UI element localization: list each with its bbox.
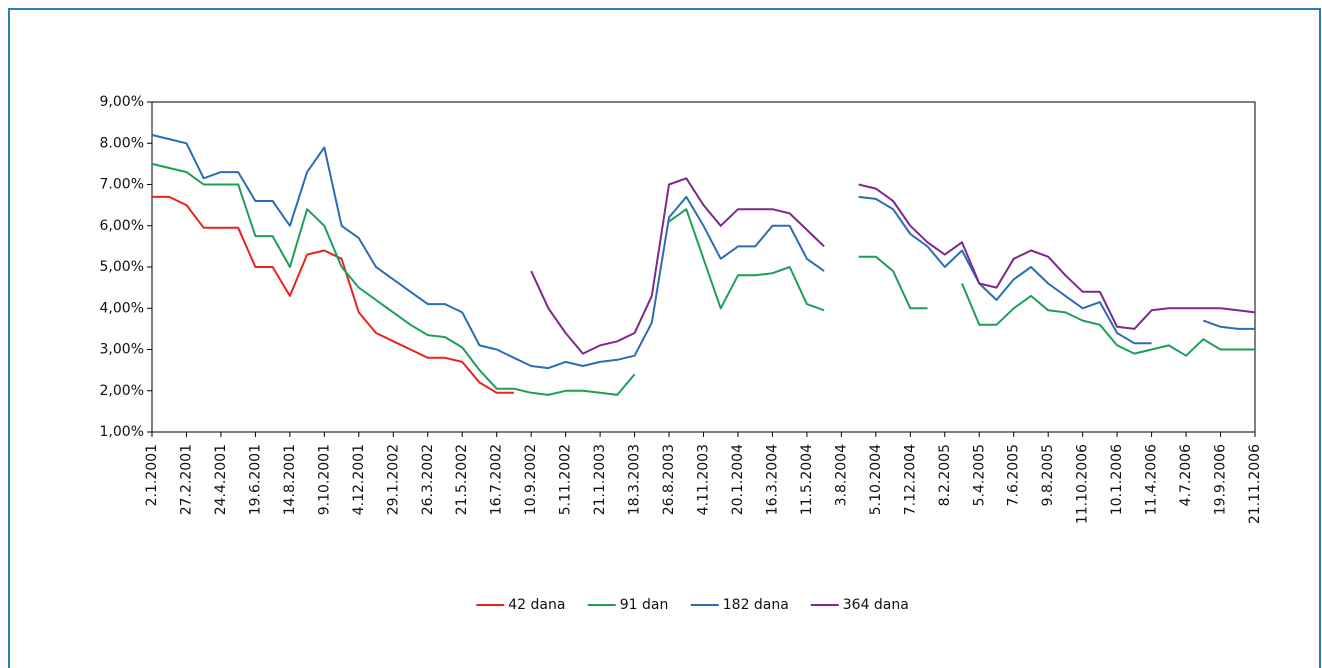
x-tick-label: 20.1.2004 [730, 444, 746, 515]
x-tick-label: 11.10.2006 [1075, 444, 1091, 524]
x-tick-label: 3.8.2004 [833, 444, 849, 506]
x-tick-label: 7.6.2005 [1006, 444, 1022, 506]
x-tick-label: 21.5.2002 [454, 444, 470, 515]
x-tick-label: 4.12.2001 [351, 444, 367, 515]
y-tick-label: 1,00% [100, 424, 144, 440]
x-tick-label: 21.1.2003 [592, 444, 608, 515]
x-tick-label: 4.11.2003 [696, 444, 712, 515]
x-tick-label: 19.6.2001 [247, 444, 263, 515]
x-tick-label: 9.10.2001 [316, 444, 332, 515]
x-tick-label: 29.1.2002 [385, 444, 401, 515]
y-tick-label: 9,00% [100, 94, 144, 110]
x-tick-label: 26.3.2002 [420, 444, 436, 515]
x-tick-label: 21.11.2006 [1247, 444, 1263, 524]
x-tick-label: 27.2.2001 [178, 444, 194, 515]
x-tick-label: 16.3.2004 [764, 444, 780, 515]
y-tick-label: 8.00% [100, 135, 144, 151]
x-tick-label: 10.9.2002 [523, 444, 539, 515]
y-tick-label: 3,00% [100, 342, 144, 358]
x-tick-label: 4.7.2006 [1178, 444, 1194, 506]
x-tick-label: 9.8.2005 [1040, 444, 1056, 506]
legend-label: 364 dana [843, 597, 909, 613]
frame [8, 8, 1321, 668]
y-tick-label: 4,00% [100, 300, 144, 316]
x-tick-label: 11.4.2006 [1144, 444, 1160, 515]
x-tick-label: 5.4.2005 [971, 444, 987, 506]
x-tick-label: 24.4.2001 [213, 444, 229, 515]
x-tick-label: 19.9.2006 [1213, 444, 1229, 515]
x-tick-label: 2.1.2001 [144, 444, 160, 506]
x-tick-label: 5.11.2002 [558, 444, 574, 515]
series-line [152, 195, 514, 394]
x-tick-label: 10.1.2006 [1109, 444, 1125, 515]
x-tick-label: 18.3.2003 [627, 444, 643, 515]
x-tick-label: 26.8.2003 [661, 444, 677, 515]
x-tick-label: 5.10.2004 [868, 444, 884, 515]
series-line [530, 177, 1256, 355]
x-tick-label: 11.5.2004 [799, 444, 815, 515]
x-tick-label: 14.8.2001 [282, 444, 298, 515]
series-line [151, 134, 1255, 370]
x-tick-label: 16.7.2002 [489, 444, 505, 515]
y-tick-label: 7.00% [100, 177, 144, 193]
y-tick-label: 2,00% [100, 383, 144, 399]
y-tick-label: 5,00% [100, 259, 144, 275]
series-line [151, 162, 1255, 396]
x-tick-label: 8.2.2005 [937, 444, 953, 506]
legend-label: 91 dan [620, 597, 669, 613]
plot-area [151, 101, 1256, 433]
x-tick-label: 7.12.2004 [902, 444, 918, 515]
legend-label: 42 dana [508, 597, 565, 613]
y-tick-label: 6,00% [100, 218, 144, 234]
legend-label: 182 dana [723, 597, 789, 613]
